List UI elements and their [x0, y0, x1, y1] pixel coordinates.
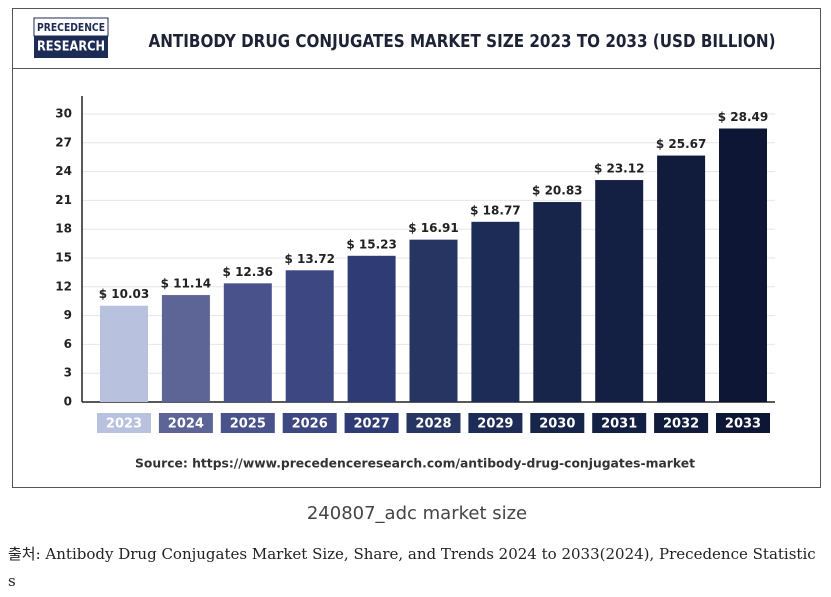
bar — [100, 305, 148, 402]
y-tick-label: 30 — [55, 107, 72, 121]
x-tick-label: 2030 — [539, 417, 575, 432]
category-box — [344, 413, 399, 433]
value-label: $ 23.12 — [594, 162, 644, 176]
y-tick-label: 3 — [64, 366, 72, 380]
value-label: $ 25.67 — [656, 137, 706, 151]
category-box — [592, 413, 647, 433]
bar — [595, 180, 644, 402]
y-tick-label: 27 — [55, 135, 72, 149]
x-tick-label: 2033 — [725, 417, 761, 432]
category-box — [530, 413, 585, 433]
y-tick-label: 9 — [64, 308, 72, 322]
x-tick-label: 2029 — [477, 417, 513, 432]
y-tick-label: 6 — [64, 337, 72, 351]
x-tick-label: 2028 — [415, 417, 451, 432]
value-label: $ 13.72 — [284, 252, 334, 266]
x-tick-label: 2032 — [663, 417, 699, 432]
x-tick-label: 2023 — [106, 417, 142, 432]
source-note: Source: https://www.precedenceresearch.c… — [135, 457, 695, 471]
x-tick-label: 2027 — [354, 417, 390, 432]
value-label: $ 12.36 — [223, 265, 273, 279]
value-label: $ 11.14 — [161, 277, 211, 291]
bar — [409, 239, 458, 402]
bar — [719, 128, 767, 402]
value-label: $ 10.03 — [99, 287, 149, 301]
category-box — [654, 413, 709, 433]
bar — [533, 202, 582, 402]
value-label: $ 20.83 — [532, 184, 582, 198]
bar — [285, 270, 334, 402]
y-tick-label: 18 — [55, 222, 72, 236]
category-box — [716, 413, 770, 433]
y-tick-label: 0 — [64, 395, 72, 409]
y-tick-label: 21 — [55, 193, 72, 207]
y-tick-label: 15 — [55, 251, 72, 265]
category-box — [158, 413, 213, 433]
bar — [347, 255, 396, 402]
chart-title: ANTIBODY DRUG CONJUGATES MARKET SIZE 202… — [149, 31, 776, 52]
x-tick-label: 2026 — [292, 417, 328, 432]
value-label: $ 16.91 — [408, 221, 458, 235]
y-tick-label: 12 — [55, 279, 72, 293]
x-tick-label: 2025 — [230, 417, 266, 432]
category-box — [468, 413, 523, 433]
category-box — [220, 413, 275, 433]
bar — [657, 155, 706, 402]
value-label: $ 15.23 — [346, 237, 396, 251]
category-box — [97, 413, 151, 433]
bar — [471, 221, 520, 402]
x-tick-label: 2024 — [168, 417, 204, 432]
caption: 240807_adc market size — [307, 503, 527, 524]
bar — [223, 283, 272, 402]
logo-top — [33, 17, 109, 37]
x-tick-label: 2031 — [601, 417, 637, 432]
y-tick-label: 24 — [55, 164, 72, 178]
category-box — [406, 413, 461, 433]
credit: 출처: Antibody Drug Conjugates Market Size… — [8, 545, 816, 590]
value-label: $ 28.49 — [718, 110, 768, 124]
bar — [161, 295, 210, 402]
value-label: $ 18.77 — [470, 203, 520, 217]
category-box — [282, 413, 337, 433]
logo-text: PRECEDENCE — [37, 21, 105, 34]
logo-text: RESEARCH — [37, 40, 105, 55]
